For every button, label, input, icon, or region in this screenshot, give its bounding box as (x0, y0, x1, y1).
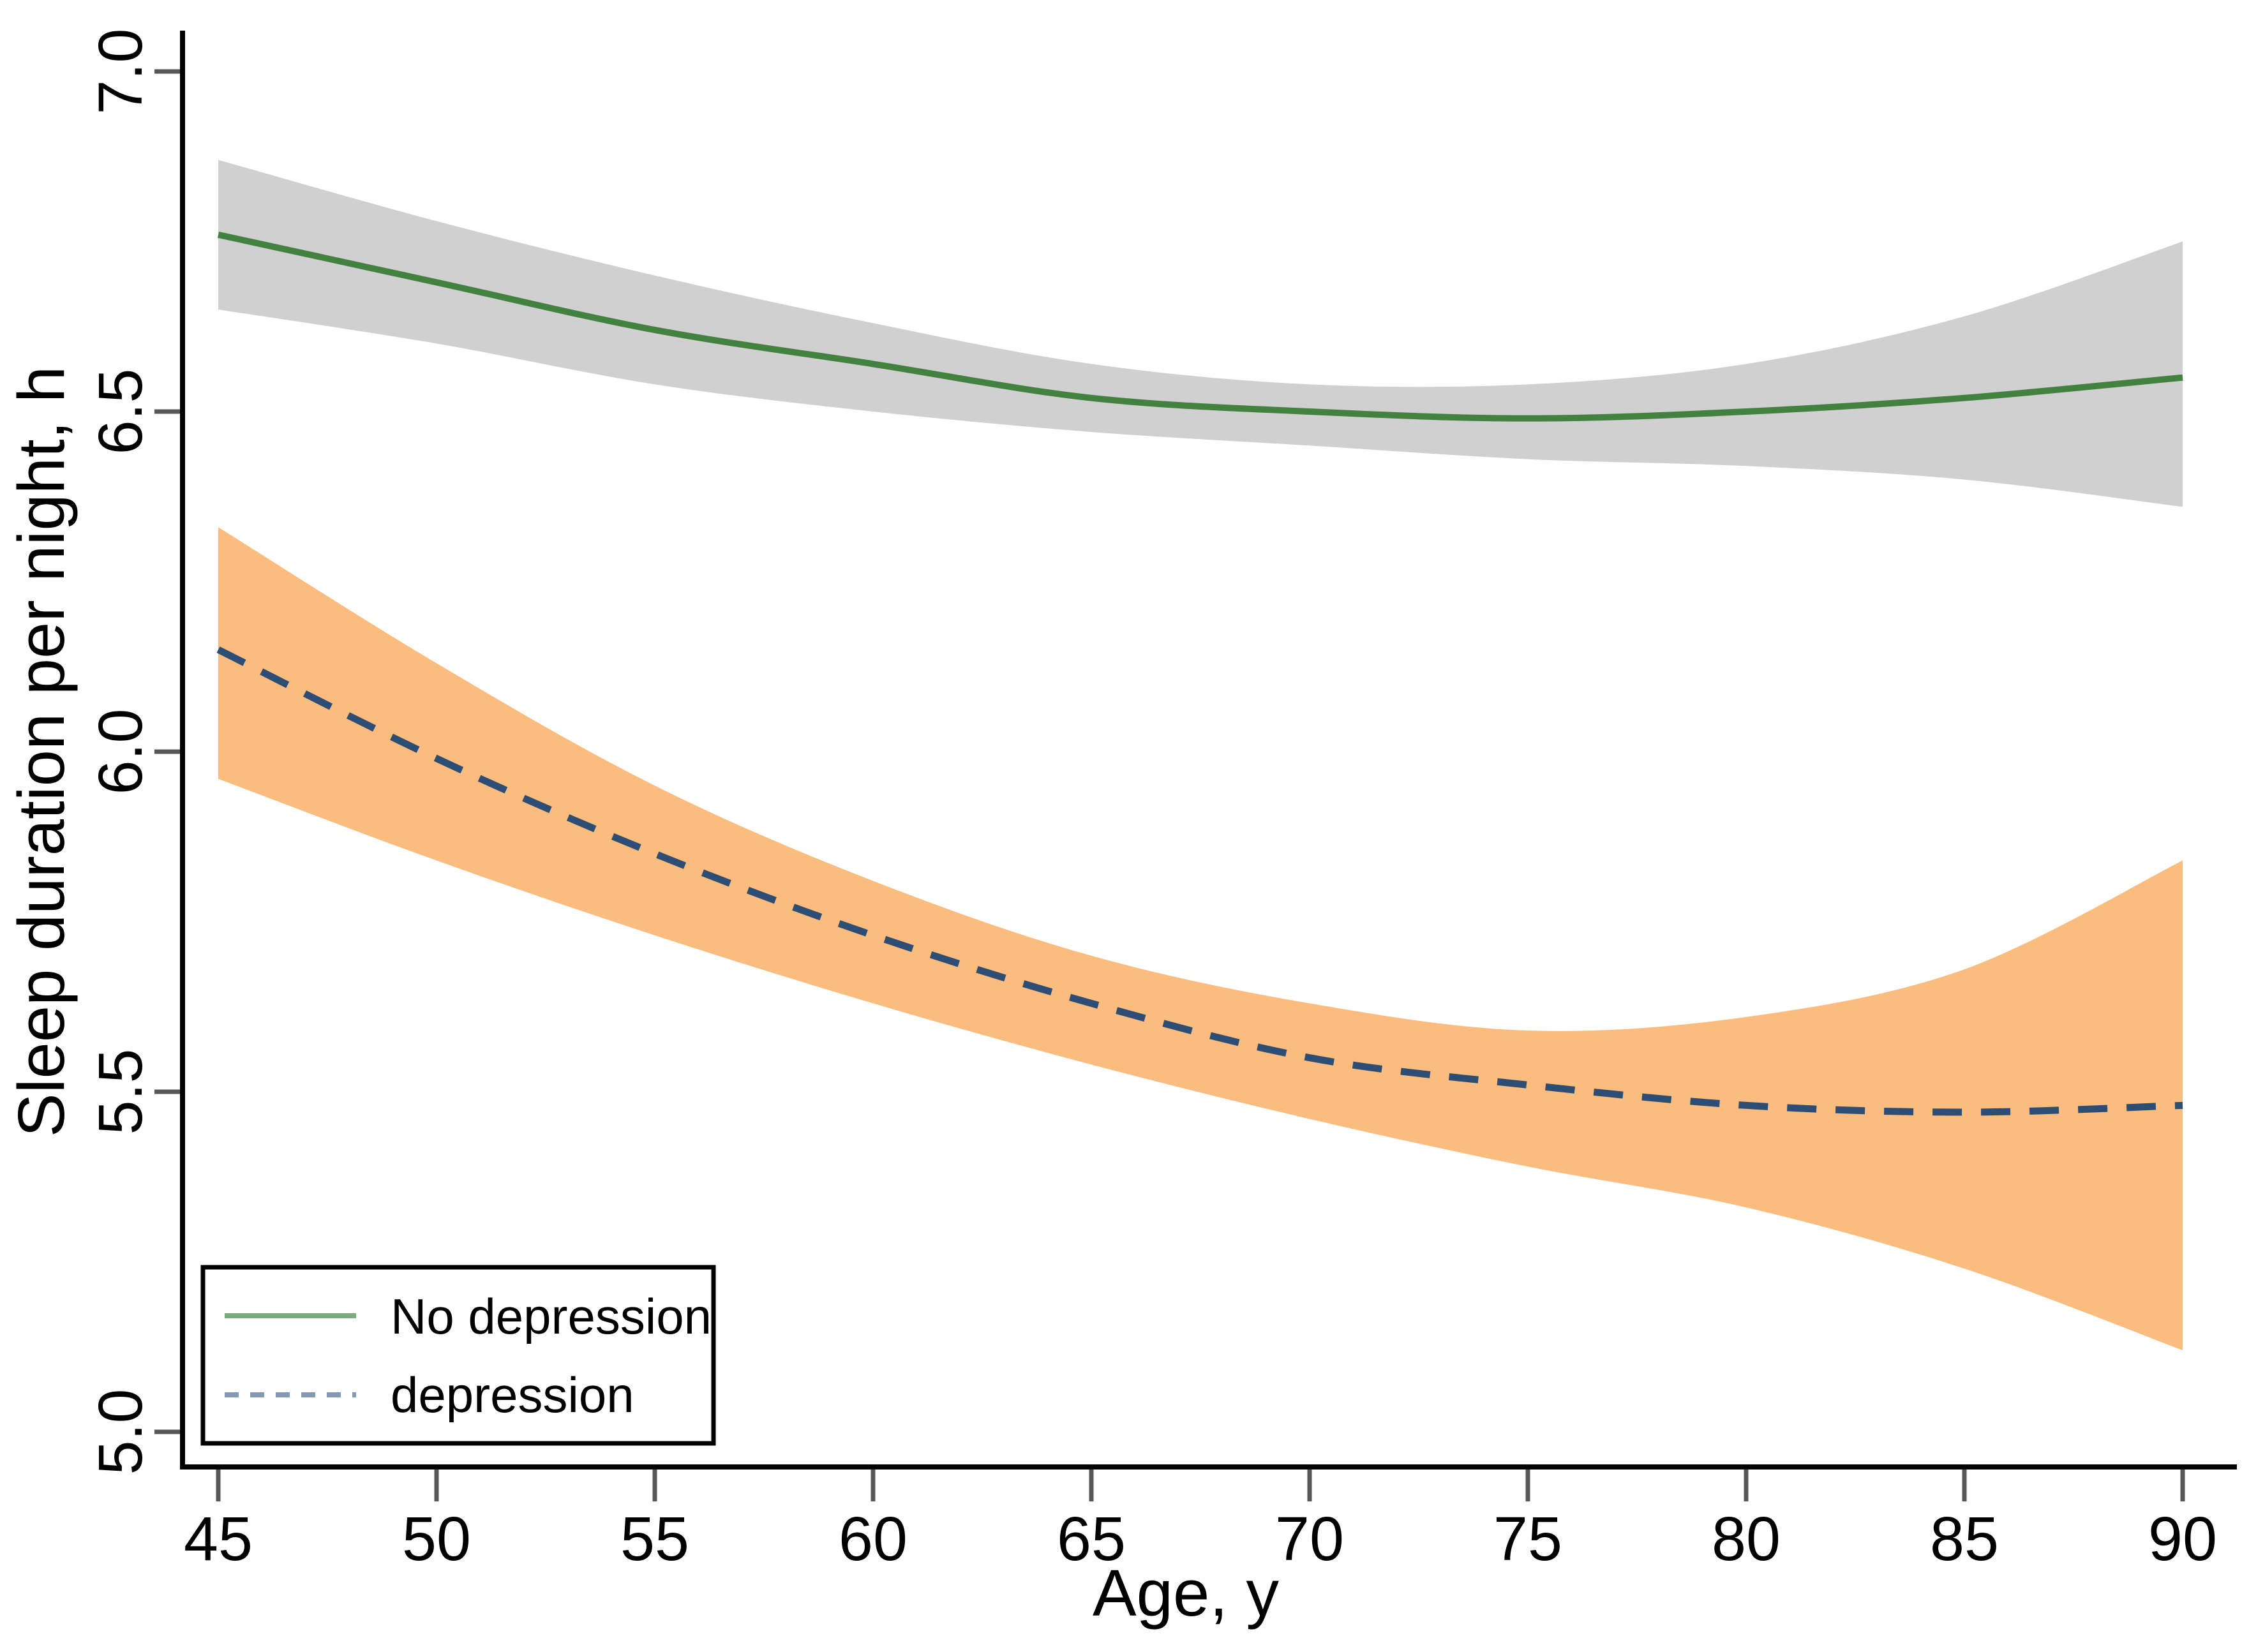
legend-label-depression: depression (391, 1367, 634, 1423)
y-tick-label: 5.0 (86, 1389, 155, 1475)
legend-label-no-depression: No depression (391, 1288, 712, 1344)
line-depression (216, 646, 2183, 1116)
x-tick-label: 45 (184, 1504, 253, 1574)
x-tick-label: 55 (620, 1504, 689, 1574)
trend-lines (216, 231, 2183, 1116)
x-tick-label: 80 (1712, 1504, 1781, 1574)
x-tick-label: 75 (1493, 1504, 1562, 1574)
line-no-depression (217, 231, 2183, 422)
x-tick-label: 60 (839, 1504, 908, 1574)
y-axis-title: Sleep duration per night, h (4, 366, 78, 1137)
legend: No depression depression (200, 1265, 716, 1446)
ci-band-no-depression (218, 160, 2183, 507)
x-tick-label: 90 (2148, 1504, 2217, 1574)
y-tick-label: 6.0 (86, 709, 155, 795)
y-tick-label: 6.5 (86, 369, 155, 455)
x-tick-label: 65 (1057, 1504, 1126, 1574)
legend-box (200, 1265, 716, 1446)
x-tick-label: 85 (1930, 1504, 1999, 1574)
confidence-bands (218, 160, 2183, 1351)
ci-band-depression (218, 527, 2183, 1351)
y-tick-label: 5.5 (86, 1049, 155, 1135)
x-axis-title: Age, y (1093, 1556, 1280, 1630)
y-tick-label: 7.0 (86, 29, 155, 115)
x-tick-label: 70 (1275, 1504, 1344, 1574)
axes: 7.0 6.5 6.0 5.5 5.0 45 50 55 60 65 70 75 80 85 90 (86, 29, 2237, 1574)
x-tick-label: 50 (402, 1504, 471, 1574)
